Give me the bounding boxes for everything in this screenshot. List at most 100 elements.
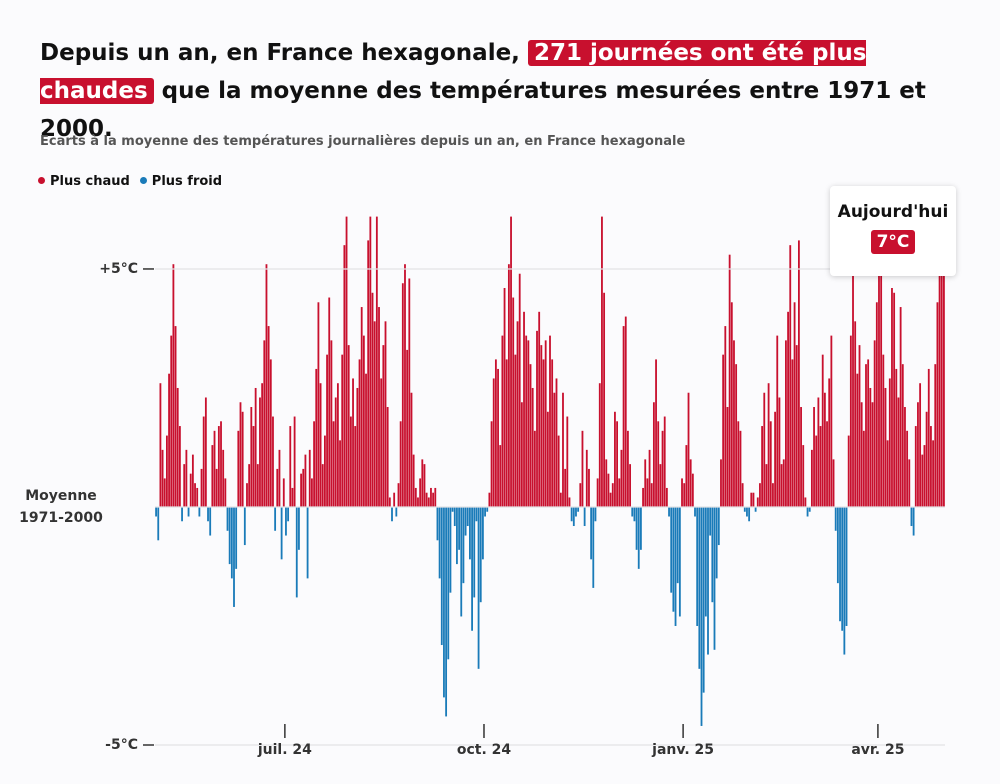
bar — [341, 354, 344, 507]
bar — [655, 359, 657, 507]
bar — [836, 506, 839, 584]
bar — [774, 411, 777, 507]
bar — [663, 416, 666, 507]
legend-label: Plus chaud — [50, 174, 130, 189]
bar — [181, 506, 183, 522]
bar — [614, 411, 616, 507]
bar — [860, 402, 863, 507]
bar — [300, 473, 303, 507]
bar — [845, 506, 848, 626]
bar — [780, 464, 783, 507]
legend-dot — [38, 177, 45, 184]
bar — [624, 316, 627, 507]
bar — [862, 430, 865, 507]
bar — [644, 459, 647, 507]
bar — [592, 506, 595, 588]
bars — [155, 214, 945, 726]
bar — [637, 506, 640, 569]
bar — [596, 478, 599, 507]
bar — [516, 321, 519, 507]
bar — [358, 359, 361, 507]
bar — [332, 421, 335, 507]
bar — [858, 345, 861, 507]
bar — [737, 421, 740, 507]
bar — [785, 340, 787, 507]
bar — [739, 430, 742, 507]
bar — [726, 407, 729, 507]
bar — [492, 378, 495, 507]
bar — [494, 359, 497, 507]
legend-item: Plus froid — [139, 174, 222, 189]
bar — [369, 216, 372, 507]
bar — [451, 506, 454, 512]
bar — [462, 506, 465, 584]
bar — [715, 506, 718, 579]
bar — [564, 468, 567, 507]
bar — [826, 421, 828, 507]
bar — [354, 426, 357, 507]
bar — [261, 383, 264, 507]
bar — [427, 497, 430, 507]
bar — [691, 473, 694, 507]
bar — [421, 459, 424, 507]
bar — [408, 278, 411, 507]
bar — [936, 302, 939, 507]
bar — [497, 368, 499, 507]
bar — [226, 506, 229, 531]
bar — [752, 492, 755, 507]
bar — [555, 378, 558, 507]
bar — [436, 506, 439, 541]
bar — [546, 411, 549, 507]
bar — [815, 435, 818, 507]
bar — [906, 430, 909, 507]
bar — [685, 445, 688, 507]
bar — [756, 497, 759, 507]
bar — [627, 430, 629, 507]
bar — [326, 354, 328, 507]
bar — [228, 506, 231, 565]
bar — [375, 216, 378, 507]
bar — [352, 378, 354, 507]
bar — [306, 506, 309, 579]
bar — [763, 392, 766, 507]
bar — [841, 506, 844, 631]
bar — [248, 464, 251, 507]
bar — [750, 492, 753, 507]
bar — [220, 421, 222, 507]
bar — [222, 449, 225, 507]
bar — [507, 264, 510, 507]
bar — [544, 340, 547, 507]
bar — [466, 506, 469, 527]
bar — [609, 492, 612, 507]
bar — [670, 506, 673, 593]
bar — [285, 506, 287, 536]
bar — [512, 297, 515, 507]
bar — [430, 487, 432, 507]
bar — [276, 468, 279, 507]
bar — [802, 445, 805, 507]
bar — [319, 383, 322, 507]
bar — [211, 445, 214, 507]
bar — [819, 426, 822, 507]
bar — [687, 392, 690, 507]
bar — [382, 345, 385, 507]
bar — [334, 397, 337, 507]
x-tick-label: avr. 25 — [851, 742, 904, 758]
bar — [202, 416, 205, 507]
bar — [533, 430, 536, 507]
bar — [551, 359, 554, 507]
bar — [646, 478, 649, 507]
bar — [241, 411, 244, 507]
bar — [174, 326, 177, 507]
bar — [397, 483, 400, 507]
bar — [789, 245, 792, 507]
bar — [172, 264, 175, 507]
bar — [834, 506, 837, 531]
bar — [585, 449, 588, 507]
bar — [520, 402, 523, 507]
bar — [893, 292, 896, 507]
bar — [908, 459, 911, 507]
bar — [549, 335, 551, 507]
bar — [581, 430, 584, 507]
bar — [481, 506, 484, 560]
